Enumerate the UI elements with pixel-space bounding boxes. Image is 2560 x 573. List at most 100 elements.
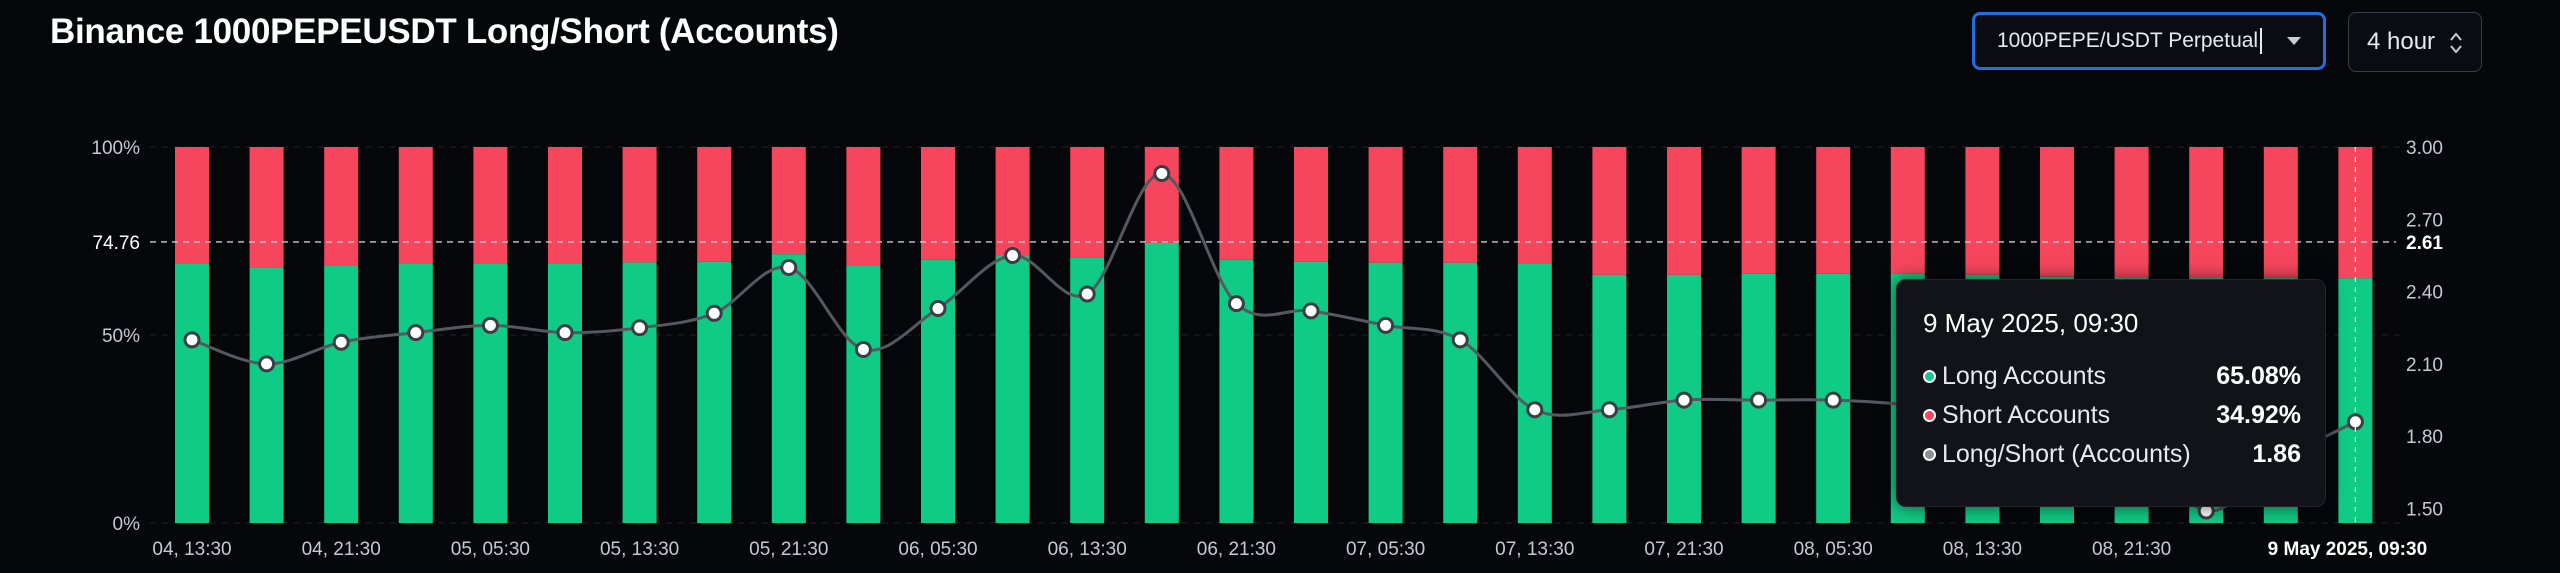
- short-accounts-bar: [1144, 147, 1179, 243]
- x-axis-tick-label: 04, 21:30: [302, 539, 381, 560]
- ratio-point: [556, 324, 574, 342]
- x-axis-tick-label: 05, 05:30: [451, 539, 530, 560]
- short-accounts-bar: [622, 147, 657, 263]
- x-highlight-bg: [2263, 533, 2448, 565]
- ratio-point: [1600, 401, 1618, 419]
- long-accounts-bar: [249, 267, 284, 523]
- short-accounts-bar: [1517, 147, 1552, 264]
- right-axis-highlight-label: 2.61: [2406, 233, 2443, 254]
- ratio-point: [631, 319, 649, 337]
- right-axis-tick-label: 2.70: [2406, 210, 2443, 231]
- ratio-point: [780, 259, 798, 277]
- ratio-point: [1227, 295, 1245, 313]
- ratio-point: [1302, 302, 1320, 320]
- x-axis-tick-label: 08, 13:30: [1943, 539, 2022, 560]
- ratio-point: [1004, 246, 1022, 264]
- short-accounts-bar: [249, 147, 284, 268]
- long-accounts-bar: [1592, 274, 1627, 523]
- x-axis-tick-label: 05, 21:30: [749, 539, 828, 560]
- tooltip-label: Short Accounts: [1942, 401, 2111, 429]
- page-title: Binance 1000PEPEUSDT Long/Short (Account…: [50, 12, 839, 51]
- short-accounts-bar: [2040, 147, 2074, 277]
- short-accounts-bar: [324, 147, 359, 266]
- x-axis-tick-label: 08, 21:30: [2092, 539, 2171, 560]
- ratio-point: [332, 333, 350, 351]
- short-accounts-bar: [2189, 147, 2224, 278]
- right-axis-tick-label: 2.10: [2406, 355, 2443, 376]
- tooltip-row-long: Long Accounts 65.08%: [1923, 357, 2301, 396]
- short-dot-icon: [1923, 409, 1936, 422]
- tooltip-value: 65.08%: [2216, 362, 2301, 390]
- x-axis-tick-label: 07, 05:30: [1346, 539, 1425, 560]
- short-accounts-bar: [1890, 147, 1925, 274]
- ratio-point: [1824, 391, 1842, 409]
- short-accounts-bar: [1070, 147, 1105, 258]
- short-accounts-bar: [1741, 147, 1776, 274]
- x-axis-tick-label: 04, 13:30: [152, 539, 231, 560]
- up-down-chevron-icon: [2450, 32, 2462, 54]
- long-accounts-bar: [324, 265, 359, 523]
- x-axis-tick-label: 08, 05:30: [1794, 539, 1873, 560]
- chevron-down-icon: [2287, 37, 2301, 45]
- right-axis-tick-label: 2.40: [2406, 283, 2443, 304]
- short-accounts-bar: [548, 147, 582, 264]
- short-accounts-bar: [1219, 147, 1254, 260]
- left-axis-tick-label: 0%: [113, 514, 141, 535]
- short-accounts-bar: [1294, 147, 1328, 262]
- short-accounts-bar: [1443, 147, 1478, 263]
- long-accounts-bar: [175, 263, 209, 523]
- symbol-select[interactable]: 1000PEPE/USDT Perpetual: [1972, 12, 2326, 70]
- long-accounts-bar: [1517, 263, 1552, 523]
- short-accounts-bar: [1592, 147, 1627, 275]
- short-accounts-bar: [771, 147, 806, 255]
- long-accounts-bar: [473, 263, 508, 523]
- right-axis-tick-label: 3.00: [2406, 138, 2443, 159]
- ratio-point: [1078, 285, 1096, 303]
- long-accounts-bar: [548, 263, 582, 523]
- ratio-point: [705, 304, 723, 322]
- long-accounts-bar: [697, 261, 732, 523]
- short-accounts-bar: [398, 147, 433, 264]
- symbol-select-value: 1000PEPE/USDT Perpetual: [1997, 29, 2259, 52]
- ratio-point: [1750, 391, 1768, 409]
- tooltip-value: 1.86: [2252, 440, 2301, 468]
- long-accounts-bar: [398, 263, 433, 523]
- tooltip-label: Long Accounts: [1942, 362, 2107, 390]
- long-accounts-bar: [1294, 261, 1328, 523]
- tooltip-value: 34.92%: [2216, 401, 2301, 429]
- x-axis-highlight-label: 9 May 2025, 09:30: [2268, 539, 2428, 560]
- ratio-point: [258, 355, 276, 373]
- long-dot-icon: [1923, 370, 1936, 383]
- short-accounts-bar: [995, 147, 1030, 257]
- long-accounts-bar: [995, 256, 1030, 523]
- long-accounts-bar: [622, 262, 657, 523]
- ratio-point: [929, 299, 947, 317]
- chart-tooltip: 9 May 2025, 09:30 Long Accounts 65.08% S…: [1896, 279, 2326, 507]
- long-accounts-bar: [771, 254, 806, 523]
- interval-select-value: 4 hour: [2367, 28, 2436, 55]
- ratio-point: [854, 340, 872, 358]
- right-axis-tick-label: 1.80: [2406, 427, 2443, 448]
- text-cursor: [2260, 28, 2263, 54]
- tooltip-date: 9 May 2025, 09:30: [1923, 308, 2139, 338]
- short-accounts-bar: [1816, 147, 1851, 274]
- x-axis-tick-label: 06, 05:30: [898, 539, 977, 560]
- x-axis-tick-label: 07, 21:30: [1644, 539, 1723, 560]
- short-accounts-bar: [1368, 147, 1403, 263]
- short-accounts-bar: [2114, 147, 2149, 278]
- tooltip-row-ratio: Long/Short (Accounts) 1.86: [1923, 435, 2301, 474]
- tooltip-label: Long/Short (Accounts): [1942, 440, 2191, 468]
- tooltip-row-short: Short Accounts 34.92%: [1923, 396, 2301, 435]
- x-axis-tick-label: 05, 13:30: [600, 539, 679, 560]
- short-accounts-bar: [1667, 147, 1701, 275]
- short-accounts-bar: [473, 147, 508, 264]
- ratio-point: [1451, 331, 1469, 349]
- ratio-dot-icon: [1923, 448, 1936, 461]
- interval-select[interactable]: 4 hour: [2348, 12, 2482, 72]
- left-axis-tick-label: 50%: [102, 326, 140, 347]
- short-accounts-bar: [697, 147, 732, 262]
- x-axis-tick-label: 07, 13:30: [1495, 539, 1574, 560]
- ratio-point: [1526, 401, 1544, 419]
- short-accounts-bar: [1965, 147, 2000, 275]
- short-accounts-bar: [175, 147, 209, 264]
